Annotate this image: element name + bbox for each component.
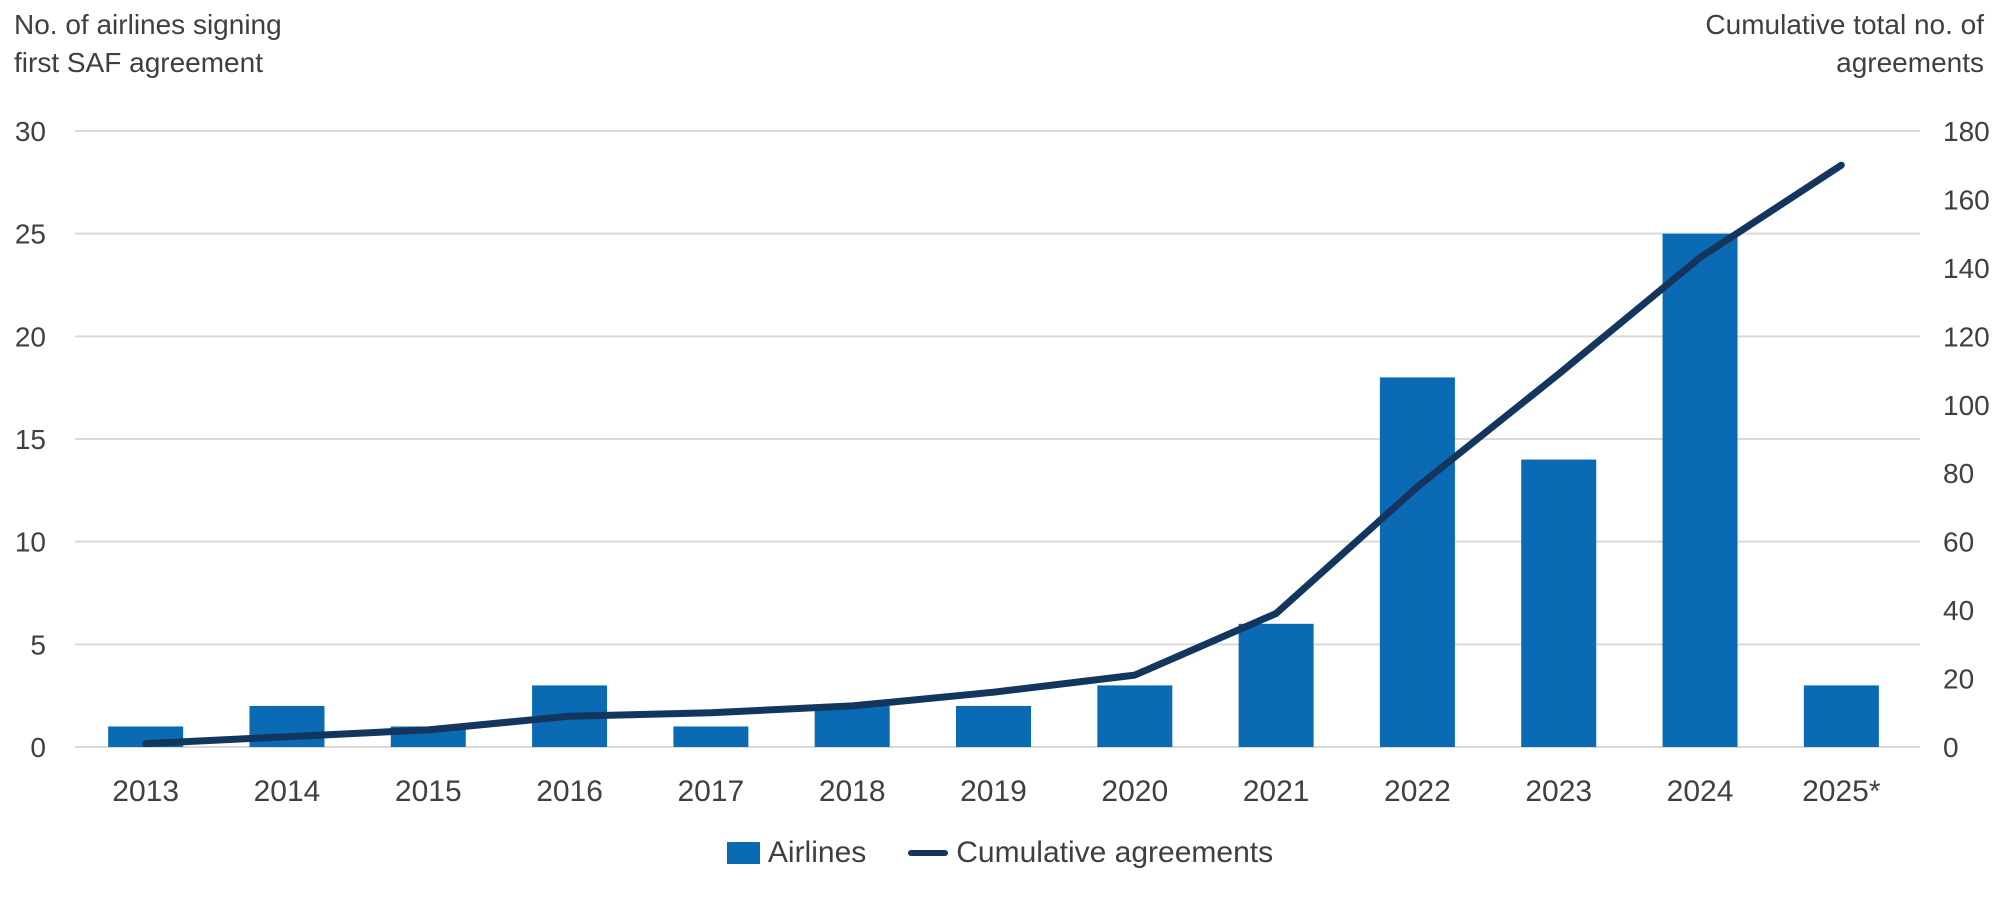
left-axis-title-line-2: first SAF agreement bbox=[14, 47, 263, 78]
x-axis-label-2019: 2019 bbox=[960, 775, 1027, 808]
right-axis-tick-label-60: 60 bbox=[1943, 527, 1974, 558]
right-axis-tick-label-140: 140 bbox=[1943, 253, 1990, 284]
legend-item-cumulative-agreements: Cumulative agreements bbox=[908, 836, 1273, 870]
left-axis-tick-label-25: 25 bbox=[15, 219, 46, 250]
right-axis-tick-label-120: 120 bbox=[1943, 321, 1990, 352]
airlines-bar-2021 bbox=[1238, 623, 1314, 747]
airlines-bar-2025* bbox=[1803, 685, 1879, 747]
legend-label-airlines: Airlines bbox=[767, 836, 867, 869]
left-axis-tick-label-30: 30 bbox=[15, 116, 46, 147]
legend-label-cumulative-agreements: Cumulative agreements bbox=[956, 836, 1274, 869]
x-axis-label-2022: 2022 bbox=[1384, 775, 1451, 808]
right-axis-tick-label-40: 40 bbox=[1943, 595, 1974, 626]
right-axis-title-line-2: agreements bbox=[1836, 47, 1984, 78]
x-axis-label-2021: 2021 bbox=[1243, 775, 1310, 808]
airlines-bar-2019 bbox=[956, 705, 1031, 747]
x-axis-label-2024: 2024 bbox=[1667, 775, 1734, 808]
x-axis-label-2023: 2023 bbox=[1525, 775, 1592, 808]
right-axis-tick-label-160: 160 bbox=[1943, 184, 1990, 215]
right-axis-tick-label-100: 100 bbox=[1943, 390, 1990, 421]
airlines-bar-2022 bbox=[1379, 377, 1455, 747]
airlines-bar-2024 bbox=[1662, 233, 1738, 747]
chart-legend: Airlines Cumulative agreements bbox=[0, 830, 2000, 876]
right-axis-tick-label-0: 0 bbox=[1943, 732, 1959, 763]
x-axis-label-2017: 2017 bbox=[678, 775, 745, 808]
right-axis-title: Cumulative total no. of agreements bbox=[1705, 6, 1984, 82]
x-axis-label-2015: 2015 bbox=[395, 775, 462, 808]
x-axis-label-2020: 2020 bbox=[1101, 775, 1168, 808]
legend-item-airlines: Airlines bbox=[726, 836, 867, 870]
left-axis-title-line-1: No. of airlines signing bbox=[14, 9, 282, 40]
right-axis-tick-label-20: 20 bbox=[1943, 664, 1974, 695]
airlines-bar-2018 bbox=[814, 705, 890, 747]
left-axis-tick-label-5: 5 bbox=[30, 629, 46, 660]
x-axis-label-2016: 2016 bbox=[536, 775, 603, 808]
left-axis-title: No. of airlines signing first SAF agreem… bbox=[14, 6, 282, 82]
x-axis-label-2018: 2018 bbox=[819, 775, 886, 808]
airlines-bar-2017 bbox=[673, 726, 749, 747]
cumulative-agreements-line bbox=[142, 161, 1845, 748]
left-axis-tick-label-10: 10 bbox=[15, 527, 46, 558]
right-axis-title-line-1: Cumulative total no. of bbox=[1705, 9, 1984, 40]
cumulative-agreements-line-swatch bbox=[908, 850, 949, 856]
left-axis-tick-label-0: 0 bbox=[30, 732, 46, 763]
airlines-bar-swatch bbox=[726, 842, 760, 864]
airlines-bar-2020 bbox=[1097, 685, 1173, 747]
left-axis-tick-label-20: 20 bbox=[15, 321, 46, 352]
right-axis-tick-label-180: 180 bbox=[1943, 116, 1990, 147]
airlines-bar-2023 bbox=[1521, 459, 1597, 747]
x-axis-label-2014: 2014 bbox=[254, 775, 321, 808]
x-axis-label-2025*: 2025* bbox=[1802, 775, 1881, 808]
left-axis-tick-label-15: 15 bbox=[15, 424, 46, 455]
x-axis-label-2013: 2013 bbox=[112, 775, 179, 808]
right-axis-tick-label-80: 80 bbox=[1943, 458, 1974, 489]
